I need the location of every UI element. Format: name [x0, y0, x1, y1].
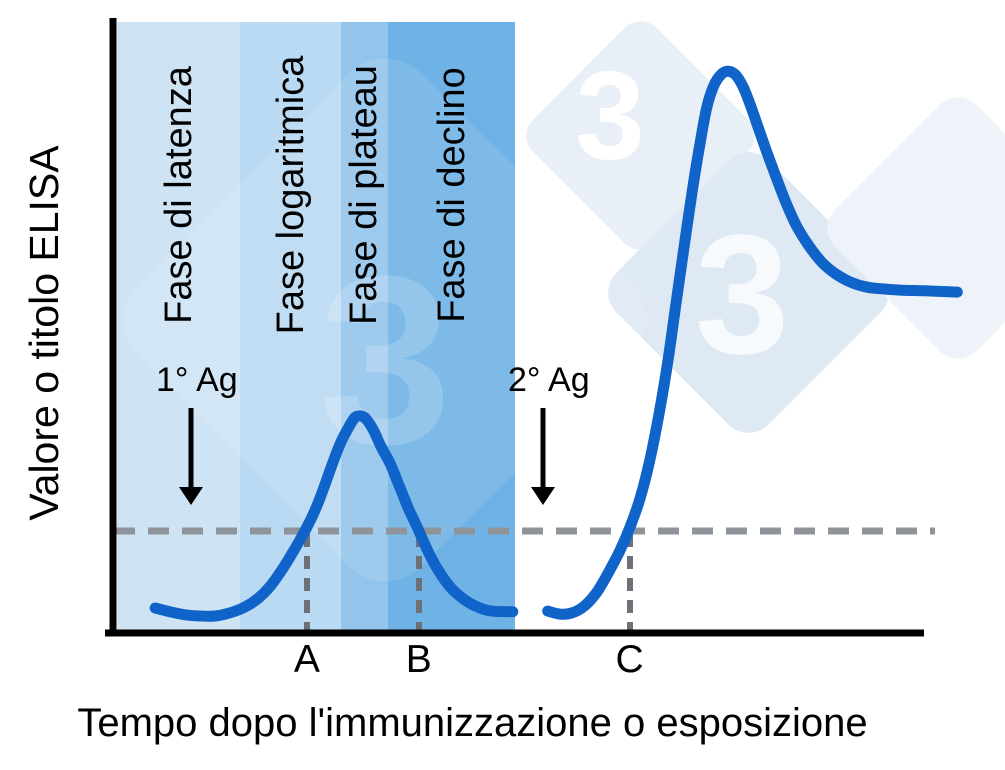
x-tick-label-c: C — [615, 638, 644, 681]
x-tick-label-a: A — [293, 638, 320, 681]
phase-label-plateau: Fase di plateau — [343, 65, 386, 325]
x-axis-title: Tempo dopo l'immunizzazione o esposizion… — [77, 701, 868, 745]
primary-antigen-label: 1° Ag — [156, 361, 238, 399]
risposta-secondaria-curve — [542, 65, 963, 620]
watermark-3-glyph-0: 3 — [575, 46, 645, 186]
phase-label-latenza: Fase di latenza — [157, 66, 200, 324]
y-axis-title: Valore o titolo ELISA — [21, 145, 67, 521]
antigen-arrow-head-1 — [179, 487, 203, 505]
phase-label-logaritmica: Fase logaritmica — [269, 55, 312, 335]
risposta-primaria-curve — [149, 410, 519, 622]
x-tick-label-b: B — [405, 638, 432, 681]
phase-label-declino: Fase di declino — [430, 67, 473, 323]
secondary-antigen-label: 2° Ag — [507, 361, 590, 399]
antigen-arrow-head-2 — [531, 487, 555, 505]
watermark-3-glyph-1: 3 — [694, 200, 790, 390]
